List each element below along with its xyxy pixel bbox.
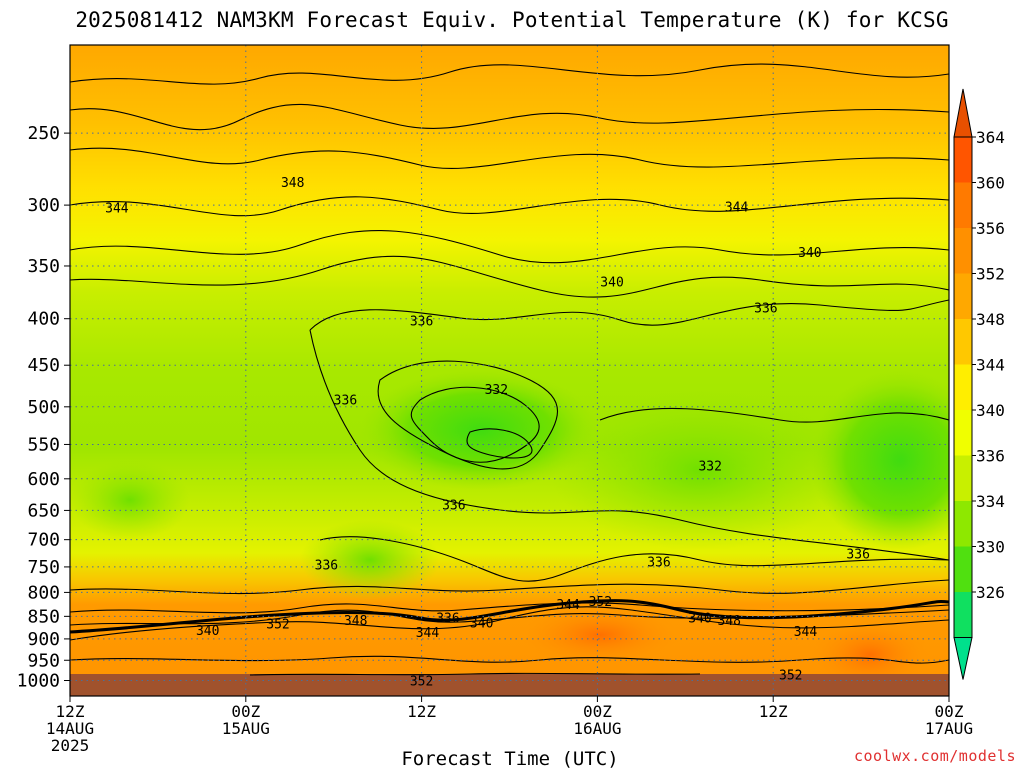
x-tick-label: 17AUG [925, 719, 973, 738]
contour-label: 336 [647, 556, 670, 571]
y-tick-label: 750 [27, 557, 60, 578]
contour-label: 336 [846, 548, 869, 563]
x-tick-label: 12Z [407, 702, 436, 721]
contour-label: 340 [798, 246, 821, 261]
colorbar-segment [954, 364, 972, 410]
x-tick-label: 00Z [583, 702, 612, 721]
contour-label: 352 [266, 618, 289, 633]
contour-label: 348 [281, 176, 304, 191]
contour-label: 332 [698, 459, 721, 474]
colorbar-extend-bottom [953, 637, 973, 680]
y-tick-label: 650 [27, 500, 60, 521]
colorbar-segment [954, 182, 972, 228]
colorbar-segment [954, 137, 972, 183]
y-tick-label: 450 [27, 355, 60, 376]
colorbar-frame [953, 136, 973, 638]
y-tick-label: 250 [27, 123, 60, 144]
y-tick-label: 300 [27, 195, 60, 216]
y-tick-label: 850 [27, 606, 60, 627]
grid-lines [70, 45, 949, 696]
plot-frame [69, 44, 950, 697]
contour-label: 336 [754, 302, 777, 317]
x-tick-label: 00Z [935, 702, 964, 721]
colorbar-label: 334 [976, 492, 1005, 511]
y-tick-label: 400 [27, 309, 60, 330]
contour-label: 340 [470, 616, 493, 631]
x-tick-label: 2025 [51, 736, 90, 755]
contour-label: 352 [589, 595, 612, 610]
ground-below-surface [70, 674, 949, 696]
colorbar-segment [954, 319, 972, 365]
theta-e-field [70, 45, 949, 696]
contour-label: 340 [688, 612, 711, 627]
contour-label: 336 [334, 394, 357, 409]
contour-label: 344 [794, 625, 818, 640]
contour-label: 348 [344, 614, 367, 629]
contour-label: 344 [556, 598, 580, 613]
contour-label: 336 [436, 612, 459, 627]
y-tick-label: 600 [27, 469, 60, 490]
colorbar-label: 348 [976, 310, 1005, 329]
chart-title: 2025081412 NAM3KM Forecast Equiv. Potent… [75, 8, 949, 32]
source-credit: coolwx.com/models [853, 747, 1016, 765]
colorbar-segment [954, 410, 972, 456]
colorbar-label: 336 [976, 447, 1005, 466]
colorbar-label: 344 [976, 356, 1005, 375]
colorbar-label: 356 [976, 219, 1005, 238]
x-tick-label: 12Z [56, 702, 85, 721]
colorbar-label: 364 [976, 128, 1005, 147]
x-axis-label: Forecast Time (UTC) [401, 748, 618, 768]
colorbar-label: 352 [976, 265, 1005, 284]
x-tick-label: 15AUG [222, 719, 270, 738]
contour-label: 340 [600, 275, 623, 290]
x-tick-label: 00Z [231, 702, 260, 721]
x-tick-label: 12Z [759, 702, 788, 721]
contour-label: 336 [410, 315, 433, 330]
contour-label: 352 [410, 675, 433, 690]
y-tick-label: 800 [27, 582, 60, 603]
colorbar-label: 326 [976, 583, 1005, 602]
contour-label: 336 [315, 558, 338, 573]
colorbar-segment [954, 228, 972, 274]
colorbar-label: 360 [976, 174, 1005, 193]
colorbar-segment [954, 501, 972, 547]
colorbar-label: 330 [976, 538, 1005, 557]
y-tick-label: 550 [27, 434, 60, 455]
contour-label: 344 [105, 202, 129, 217]
contour-label: 348 [718, 614, 741, 629]
contour-label: 352 [779, 669, 802, 684]
contour-label: 336 [442, 498, 465, 513]
y-tick-label: 500 [27, 397, 60, 418]
colorbar-extend-top [953, 88, 973, 138]
colorbar-segment [954, 455, 972, 501]
contour-labels: 3443483363323363443403403363323363363363… [105, 176, 870, 689]
contour-label: 344 [725, 200, 749, 215]
contour-label: 340 [196, 624, 219, 639]
y-tick-label: 350 [27, 256, 60, 277]
colorbar-segment [954, 592, 972, 638]
y-tick-label: 900 [27, 629, 60, 650]
y-tick-label: 950 [27, 650, 60, 671]
y-tick-label: 700 [27, 530, 60, 551]
colorbar: 364 360 356 352 348 344 340 336 334 330 326 [953, 88, 1005, 680]
x-tick-label: 14AUG [46, 719, 94, 738]
x-tick-label: 16AUG [573, 719, 621, 738]
colorbar-label: 340 [976, 401, 1005, 420]
contour-label: 344 [416, 626, 440, 641]
colorbar-segment [954, 273, 972, 319]
colorbar-segment [954, 546, 972, 592]
contour-label: 332 [485, 383, 508, 398]
y-axis: 2503003504004505005506006507007508008509… [17, 123, 70, 692]
y-tick-label: 1000 [17, 671, 60, 692]
